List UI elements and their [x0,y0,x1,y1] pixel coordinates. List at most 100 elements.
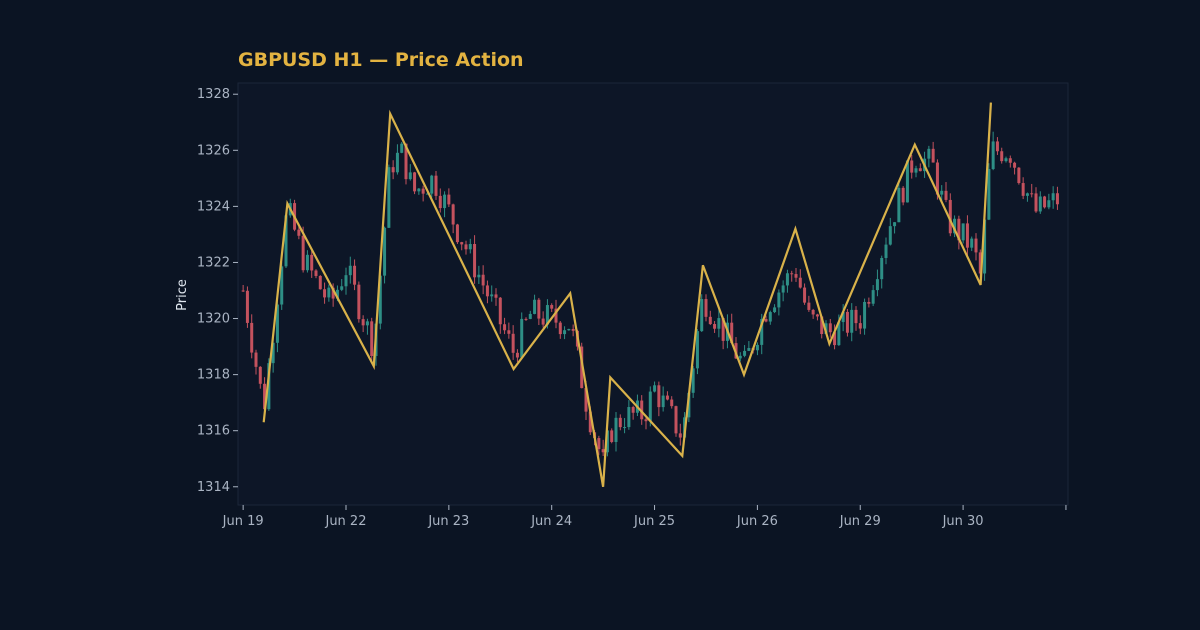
candle-body [524,318,528,320]
candle [1021,177,1025,200]
candle [674,405,678,437]
candle-body [803,287,807,303]
candle-body [297,229,301,236]
candle-body [605,430,609,453]
candle-body [695,331,699,369]
candle [940,185,944,203]
candle-body [897,187,901,223]
candle-body [361,319,365,326]
candle [931,141,935,163]
candle-body [880,257,884,280]
candle-body [468,243,472,250]
candle [528,310,532,320]
candle-body [833,332,837,346]
candle [468,238,472,254]
candle-body [717,318,721,329]
candle-body [773,307,777,313]
candle-body [485,285,489,297]
candle [387,164,391,229]
candle [618,414,622,431]
candle [524,317,528,321]
candle [275,300,279,353]
candle-body [648,391,652,422]
candle [850,303,854,342]
candle-body [871,290,875,304]
candle-body [588,411,592,433]
candle-body [987,169,991,220]
y-tick-label: 1314 [197,480,230,495]
candle-body [455,224,459,243]
candle-body [417,188,421,192]
candle [678,423,682,446]
candle-body [910,160,914,173]
candle-body [935,162,939,195]
candle [451,203,455,234]
candle-body [948,199,952,234]
candle-body [678,433,682,438]
candle-body [1047,200,1051,208]
candle [280,262,284,310]
candle [1034,187,1038,213]
candle-body [1051,193,1055,201]
candle-body [691,368,695,393]
candle [503,317,507,335]
candle-body [618,417,622,428]
x-tick-label: Jun 24 [530,514,572,529]
candle-body [284,215,288,267]
candle-body [327,287,331,298]
candle [550,303,554,313]
candle [601,439,605,457]
candle [777,289,781,316]
candle [498,296,502,334]
candle-body [430,175,434,194]
candle [768,310,772,325]
candle [811,308,815,319]
candle-body [490,294,494,297]
candle-body [953,218,957,234]
candle [361,315,365,333]
candle-body [1000,151,1004,162]
candle [485,280,489,304]
candle [970,236,974,252]
candle-body [1043,196,1047,208]
candle [245,286,249,328]
candle [434,170,438,200]
candle-body [434,175,438,196]
candle-body [567,328,571,331]
candle-body [653,385,657,392]
candle [305,250,309,273]
candle [863,298,867,335]
candle [614,412,618,452]
candle [691,365,695,398]
candle [884,237,888,265]
y-tick-label: 1322 [197,255,230,270]
candle-body [644,419,648,422]
candle [477,265,481,284]
candle [657,381,661,417]
candle [845,308,849,337]
candle-body [1004,158,1008,162]
candle [798,269,802,289]
candle-body [477,274,481,278]
candle [563,326,567,340]
candle-body [614,417,618,442]
candle [438,188,442,213]
candle-body [533,299,537,314]
candle-body [661,395,665,408]
candle-body [918,168,922,172]
candle-body [623,427,627,429]
candle-body [370,321,374,356]
plot-area [237,82,1069,506]
candle-body [331,287,335,299]
candle [537,297,541,326]
candle [910,154,914,179]
candle [348,256,352,284]
candle [867,297,871,308]
candle-body [965,223,969,248]
candle [880,255,884,289]
candle-body [408,172,412,180]
candle-body [280,266,284,305]
candle-body [768,312,772,322]
candle-body [451,204,455,225]
candle-body [1025,193,1029,196]
